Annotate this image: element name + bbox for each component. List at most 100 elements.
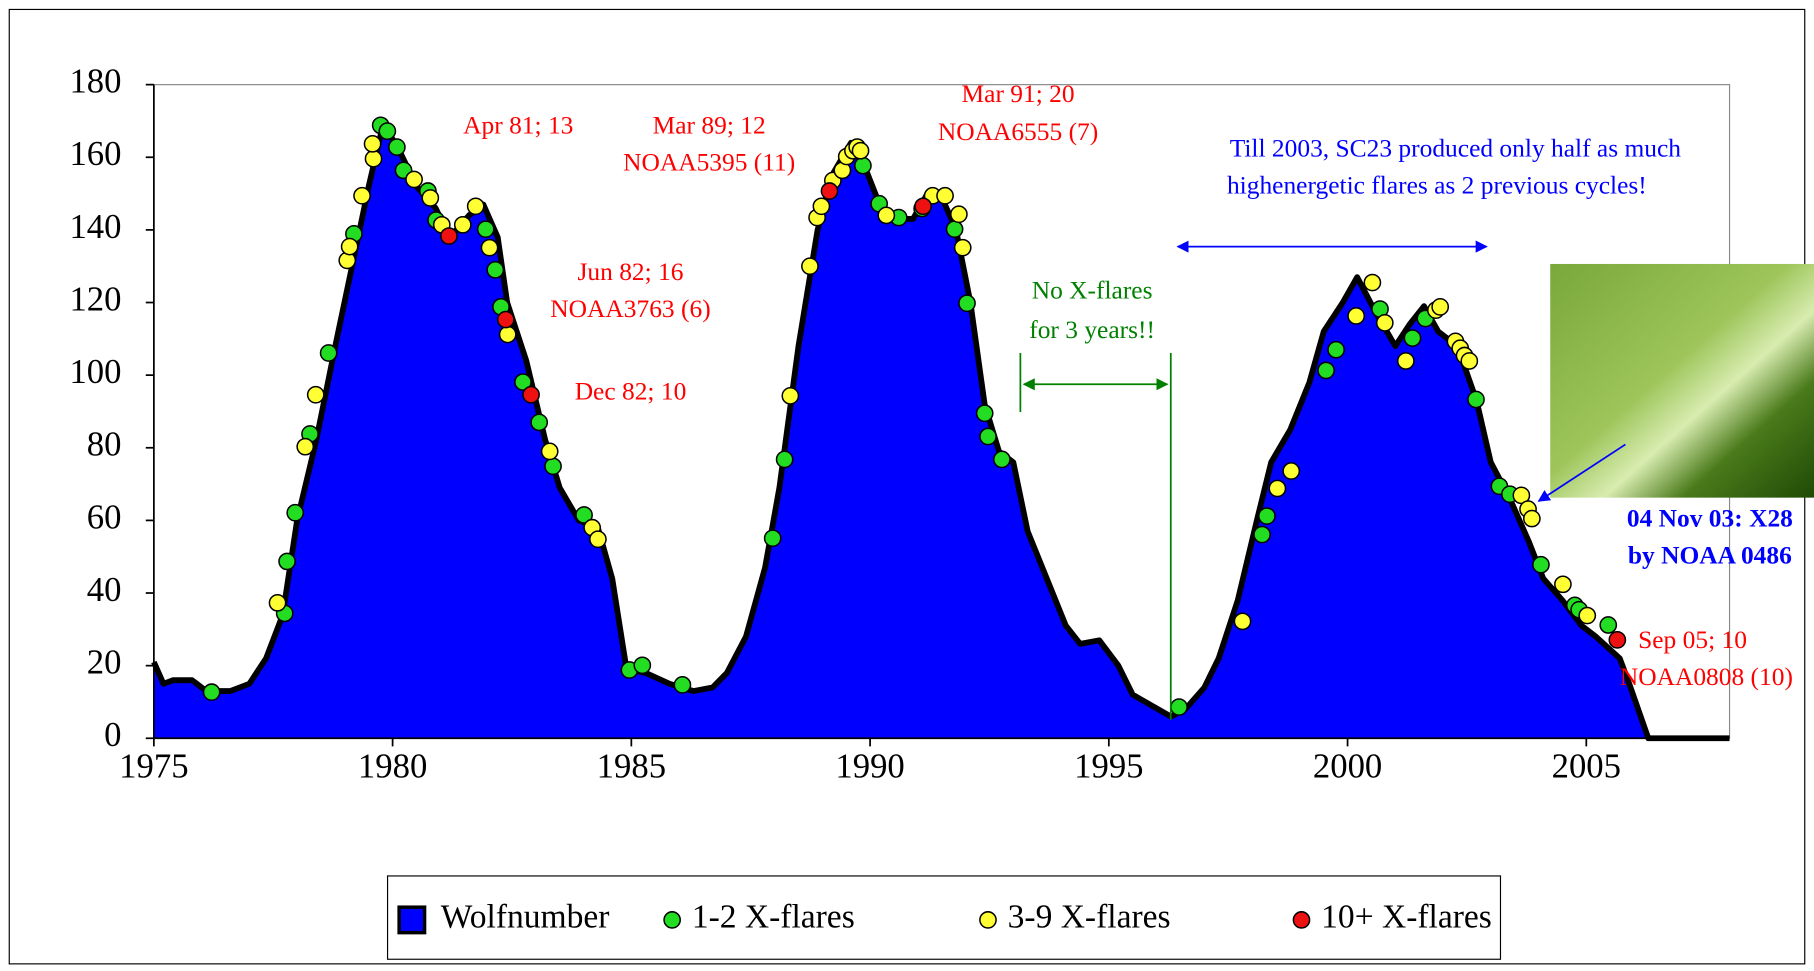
flare-marker [405, 170, 423, 189]
flare-marker [953, 238, 972, 257]
annotation: Till 2003, SC23 produced only half as mu… [1230, 133, 1682, 162]
flare-marker [440, 227, 458, 245]
flare-marker [1578, 606, 1597, 625]
annotation: No X-flares [1032, 276, 1153, 305]
legend-swatch [397, 905, 427, 935]
flare-marker [1282, 462, 1301, 480]
flare-marker [268, 593, 287, 612]
flare-marker [914, 197, 932, 216]
flare-marker [1467, 390, 1485, 409]
flare-marker [1347, 307, 1366, 325]
flare-marker [775, 450, 794, 469]
flare-marker [1460, 352, 1479, 370]
flare-marker [958, 294, 976, 313]
flare-marker [950, 205, 968, 224]
legend-box [386, 875, 1502, 960]
x-tick-label: 1985 [597, 746, 666, 785]
annotation: highenergetic flares as 2 previous cycle… [1227, 170, 1647, 199]
flare-marker [877, 206, 896, 225]
y-tick-label: 80 [87, 425, 122, 464]
flare-marker [1258, 507, 1276, 525]
annotation: NOAA3763 (6) [550, 294, 710, 323]
flare-marker [1170, 698, 1188, 716]
flare-marker [378, 122, 397, 140]
flare-marker [1233, 612, 1252, 631]
flare-marker [1599, 616, 1618, 634]
flare-marker [202, 683, 221, 702]
y-tick-label: 40 [87, 570, 122, 609]
legend: Wolfnumber 1-2 X-flares 3-9 X-flares 10+ X-… [397, 899, 1492, 936]
annotation: Apr 81; 13 [463, 110, 573, 139]
flare-marker [514, 373, 532, 391]
flare-marker [854, 156, 872, 175]
annotation: 04 Nov 03: X28 [1627, 504, 1793, 533]
flare-marker [820, 182, 839, 200]
plot-area [151, 116, 1730, 742]
flare-marker [1317, 361, 1335, 380]
legend-label: Wolfnumber [441, 899, 610, 936]
flare-marker [296, 437, 315, 456]
flare-marker [1554, 575, 1572, 594]
pointer-arrow [1537, 443, 1626, 502]
flare-marker [496, 310, 515, 329]
legend-label: 1-2 X-flares [692, 899, 855, 936]
solar-image [1550, 263, 1814, 498]
flare-marker [589, 530, 607, 549]
y-tick-label: 120 [69, 279, 121, 318]
flare-marker [286, 503, 305, 522]
x-tick-label: 1990 [835, 746, 904, 785]
flare-marker [1523, 509, 1541, 528]
flare-marker [763, 529, 782, 548]
flare-marker [1396, 352, 1415, 370]
flare-marker [979, 427, 997, 446]
legend-label: 10+ X-flares [1321, 899, 1492, 936]
flare-marker [278, 552, 296, 571]
annotation: by NOAA 0486 [1628, 541, 1792, 570]
flare-marker [945, 220, 964, 239]
flare-marker [306, 385, 325, 404]
flare-marker [498, 325, 517, 344]
flare-marker [363, 134, 382, 153]
x-tick-label: 2000 [1313, 746, 1382, 785]
flare-marker [388, 138, 406, 156]
flare-marker [544, 457, 562, 476]
flare-marker [1363, 273, 1382, 292]
annotation: NOAA5395 (11) [623, 147, 795, 176]
flare-marker [466, 197, 485, 216]
annotation: Mar 91; 20 [962, 79, 1075, 108]
flare-marker [453, 215, 472, 234]
y-tick-label: 0 [104, 715, 121, 754]
annotation: for 3 years!! [1029, 315, 1155, 344]
x-tick-label: 1995 [1074, 746, 1143, 785]
flare-marker [1253, 525, 1271, 544]
flare-marker [476, 220, 495, 239]
flare-marker [781, 386, 800, 405]
flare-marker [575, 506, 593, 524]
annotation: Dec 82; 10 [575, 376, 687, 405]
flare-marker [480, 238, 499, 257]
flare-marker [486, 260, 505, 279]
flare-marker [1431, 298, 1450, 316]
annotation: NOAA0808 (10) [1620, 662, 1793, 691]
flare-marker [1268, 479, 1287, 498]
y-tick-label: 20 [87, 643, 122, 682]
flare-marker [1375, 314, 1394, 332]
flare-marker [364, 149, 383, 168]
flare-marker [540, 442, 559, 461]
flare-marker [851, 141, 870, 160]
annotation: Jun 82; 16 [578, 257, 684, 286]
flare-marker [319, 344, 338, 362]
legend-swatch [979, 911, 997, 929]
flare-marker [936, 186, 954, 205]
y-tick-label: 180 [69, 62, 121, 101]
annotation: Mar 89; 12 [653, 110, 766, 139]
legend-swatch [1292, 911, 1311, 929]
flare-marker [1608, 631, 1627, 649]
y-tick-label: 140 [69, 207, 121, 246]
flare-marker [801, 257, 819, 276]
flare-marker [530, 413, 549, 432]
area-fill [153, 124, 1730, 739]
y-tick-label: 60 [87, 497, 122, 536]
legend-label: 3-9 X-flares [1008, 899, 1171, 936]
